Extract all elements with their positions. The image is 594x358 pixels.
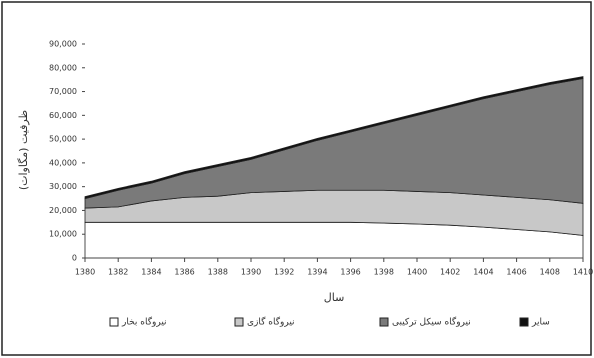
y-tick-label: 10,000	[49, 230, 77, 239]
x-tick-label: 1402	[440, 268, 460, 277]
x-tick-label: 1398	[374, 268, 394, 277]
x-tick-label: 1410	[573, 268, 593, 277]
x-axis-label: سال	[324, 291, 345, 304]
x-tick-label: 1396	[340, 268, 360, 277]
y-tick-label: 80,000	[49, 63, 77, 72]
x-tick-label: 1400	[407, 268, 427, 277]
y-tick-label: 90,000	[49, 40, 77, 49]
y-tick-label: 30,000	[49, 182, 77, 191]
y-tick-label: 50,000	[49, 135, 77, 144]
legend-label: نیروگاه گازی	[247, 316, 295, 328]
x-tick-label: 1382	[108, 268, 128, 277]
y-tick-label: 60,000	[49, 111, 77, 120]
legend-label: سایر	[531, 318, 550, 328]
y-axis-label: ظرفیت (مگاوات)	[17, 110, 30, 191]
x-tick-label: 1404	[473, 268, 493, 277]
y-tick-label: 70,000	[49, 87, 77, 96]
legend-swatch	[520, 318, 528, 326]
x-tick-label: 1406	[506, 268, 526, 277]
x-tick-label: 1380	[75, 268, 95, 277]
y-tick-label: 40,000	[49, 158, 77, 167]
y-tick-label: 20,000	[49, 206, 77, 215]
x-tick-label: 1394	[307, 268, 327, 277]
legend-swatch	[235, 318, 243, 326]
x-tick-label: 1392	[274, 268, 294, 277]
x-tick-label: 1408	[540, 268, 560, 277]
y-tick-label: 0	[72, 254, 77, 263]
x-tick-label: 1388	[208, 268, 228, 277]
chart: سال ظرفیت (مگاوات) 0 10,000 20,000 30,000 40…	[0, 0, 594, 358]
legend-label: نیروگاه سیکل ترکیبی	[392, 316, 471, 328]
legend-label: نیروگاه بخار	[121, 316, 167, 328]
legend-swatch	[380, 318, 388, 326]
x-tick-label: 1390	[241, 268, 261, 277]
legend-swatch	[110, 318, 118, 326]
x-tick-label: 1384	[141, 268, 161, 277]
x-tick-label: 1386	[174, 268, 194, 277]
